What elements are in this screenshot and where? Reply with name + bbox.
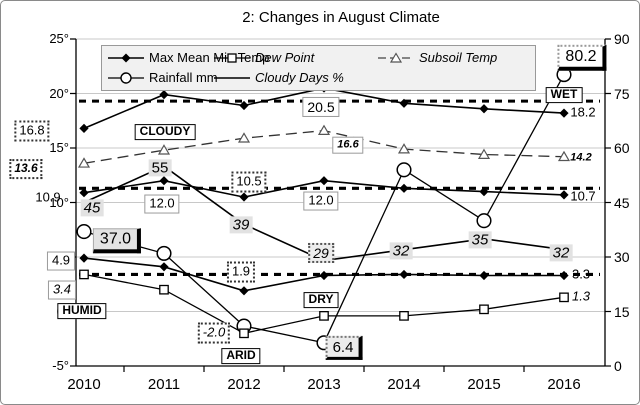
zone-label-wet: WET <box>545 87 583 103</box>
data-point-label: 12.0 <box>303 191 339 211</box>
data-point-label: 13.6 <box>9 159 43 179</box>
data-point-label: 80.2 <box>557 44 607 72</box>
data-point-label: 35 <box>468 231 492 249</box>
data-point-label: 18.2 <box>570 104 596 120</box>
legend-label: Rainfall mm <box>149 70 218 85</box>
right-axis-tick-label: 0 <box>614 358 622 374</box>
legend-item-rainfall: Rainfall mm <box>108 70 218 85</box>
data-point-label: 14.2 <box>570 151 592 164</box>
x-axis-year-label: 2012 <box>227 376 261 393</box>
x-axis-year-label: 2011 <box>147 376 181 393</box>
x-axis-year-label: 2014 <box>387 376 421 393</box>
right-axis-tick-label: 45 <box>614 194 630 211</box>
data-point-label: 20.5 <box>302 96 340 118</box>
chart-title: 2: Changes in August Climate <box>242 9 440 26</box>
data-point-label: 4.9 <box>46 251 76 271</box>
data-point-label: 16.8 <box>14 120 50 142</box>
legend-item-dew-point: Dew Point <box>214 50 314 65</box>
x-axis-year-label: 2015 <box>467 376 501 393</box>
legend-label: Dew Point <box>255 50 315 65</box>
data-point-label: 3.4 <box>47 280 77 300</box>
data-point-label: 10.7 <box>570 188 596 204</box>
left-axis-tick-label: 20° <box>49 85 69 101</box>
x-axis-year-label: 2016 <box>547 376 581 393</box>
data-point-label: 55 <box>148 159 172 177</box>
zone-label-arid: ARID <box>221 348 261 364</box>
triangle-marker-icon <box>378 51 414 63</box>
data-point-label: 29 <box>308 242 334 264</box>
left-axis-tick-label: 15° <box>49 140 69 155</box>
legend-item-cloudy-days: Cloudy Days % <box>214 70 344 85</box>
circle-marker-icon <box>108 71 144 84</box>
data-point-label: 37.0 <box>92 228 142 254</box>
data-point-label: 39 <box>229 216 253 234</box>
data-point-label: 10.5 <box>231 171 267 193</box>
right-axis-tick-label: 90 <box>614 31 630 47</box>
square-marker-icon <box>214 52 250 63</box>
legend-item-subsoil-temp: Subsoil Temp <box>378 50 497 65</box>
data-point-label: -2.0 <box>197 322 231 344</box>
x-axis-year-label: 2010 <box>67 376 101 393</box>
legend-label: Max Mean Min Temp <box>149 50 270 65</box>
data-point-label: 10.9 <box>35 189 61 205</box>
data-point-label: 32 <box>549 244 573 262</box>
x-axis-year-label: 2013 <box>307 376 341 393</box>
zone-label-dry: DRY <box>303 292 339 308</box>
left-axis-tick-label: -5° <box>52 358 69 373</box>
data-point-label: 32 <box>389 242 413 260</box>
zone-label-humid: HUMID <box>57 303 107 319</box>
right-axis-tick-label: 75 <box>614 85 630 102</box>
diamond-marker-icon <box>108 53 144 62</box>
zone-label-cloudy: CLOUDY <box>134 124 196 140</box>
left-axis-tick-label: 25° <box>49 31 69 46</box>
right-axis-tick-label: 15 <box>614 303 630 320</box>
data-point-label: 1.9 <box>226 261 256 283</box>
data-point-label: 6.4 <box>325 335 363 361</box>
data-point-label: 3.3 <box>571 266 591 282</box>
left-axis-tick-label: 10° <box>49 194 69 210</box>
data-point-label: 16.6 <box>332 136 364 154</box>
data-point-label: 45 <box>80 199 104 217</box>
legend-label: Subsoil Temp <box>419 50 498 65</box>
right-axis-tick-label: 60 <box>614 140 630 156</box>
legend-item-max-mean-min-temp: Max Mean Min Temp <box>108 50 269 65</box>
right-axis-tick-label: 30 <box>614 249 630 265</box>
legend-label: Cloudy Days % <box>255 70 344 85</box>
data-point-label: 12.0 <box>144 194 180 214</box>
chart-legend: Max Mean Min Temp Dew Point Subsoil Temp… <box>101 45 536 91</box>
line-marker-icon <box>214 76 250 79</box>
data-point-label: 1.3 <box>571 288 591 304</box>
